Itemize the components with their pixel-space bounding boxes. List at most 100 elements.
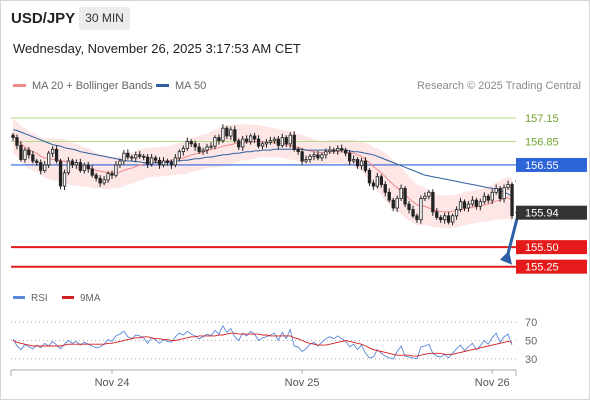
last-price-tag <box>516 205 587 220</box>
candle <box>122 150 126 165</box>
candle <box>114 161 118 178</box>
candle <box>51 146 55 158</box>
candle <box>244 135 249 144</box>
candle <box>264 139 269 148</box>
x-tick-label: Nov 24 <box>95 377 130 389</box>
candle <box>193 140 197 151</box>
symbol-title: USD/JPY <box>11 10 76 27</box>
candle <box>288 132 292 148</box>
legend-item-ma20: MA 20 + Bollinger Bands <box>13 80 153 92</box>
candle <box>411 205 415 219</box>
candle <box>276 136 281 150</box>
rsi-tick-70: 70 <box>525 317 537 329</box>
candle <box>419 195 423 224</box>
candle <box>486 193 490 204</box>
candle <box>189 139 193 147</box>
candle <box>145 154 150 169</box>
candle <box>58 158 63 190</box>
candle <box>442 212 447 224</box>
candle <box>118 158 122 169</box>
candle <box>62 169 67 190</box>
candle <box>248 133 253 145</box>
candle <box>90 164 94 178</box>
candle <box>379 174 384 188</box>
candle <box>284 135 288 147</box>
candle <box>470 196 475 207</box>
level-label-156.85: 156.85 <box>525 136 559 148</box>
candle <box>494 184 498 195</box>
rsi-tick-30: 30 <box>525 354 537 366</box>
legend-label-ma9: 9MA <box>80 293 101 304</box>
candle <box>78 158 82 173</box>
candle <box>296 146 300 155</box>
candle <box>130 154 134 162</box>
candle <box>371 179 376 190</box>
candle <box>502 184 506 203</box>
forecast-arrow <box>505 213 520 260</box>
candle <box>233 125 237 144</box>
candle <box>74 159 78 169</box>
candle <box>19 141 23 162</box>
candle <box>205 143 209 154</box>
candle <box>328 146 332 154</box>
candle <box>506 180 510 190</box>
candle <box>86 161 90 173</box>
candle <box>387 188 391 203</box>
candle <box>98 175 102 187</box>
rsi-legend-swatch <box>13 295 25 299</box>
chart-datetime: Wednesday, November 26, 2025 3:17:53 AM … <box>13 41 301 56</box>
candle <box>466 200 471 212</box>
bollinger-bands <box>13 118 512 229</box>
candle <box>153 155 158 164</box>
candle <box>312 151 316 161</box>
candle <box>161 157 166 168</box>
candle <box>391 197 395 212</box>
candle <box>395 195 399 212</box>
candle <box>256 135 261 149</box>
candle <box>134 151 138 162</box>
candle <box>197 143 201 154</box>
candle <box>336 145 340 155</box>
candle <box>363 157 368 173</box>
rsi-tick-50: 50 <box>525 336 537 348</box>
candle <box>383 181 387 197</box>
candle <box>102 175 106 186</box>
x-tick-label: Nov 26 <box>475 377 510 389</box>
candle <box>490 189 494 205</box>
candle <box>209 142 213 150</box>
last-price-label: 155.94 <box>525 208 559 220</box>
rsi-ma9-line <box>12 332 513 357</box>
candle <box>478 198 483 211</box>
candle <box>292 131 296 152</box>
candle <box>300 148 304 165</box>
candle <box>173 154 178 168</box>
candle <box>39 159 43 175</box>
legend-item-ma50: MA 50 <box>156 80 206 92</box>
candle <box>280 133 285 148</box>
candle <box>110 170 114 180</box>
candle <box>268 136 273 145</box>
candle <box>482 192 487 205</box>
level-tag-156.55 <box>516 157 587 172</box>
candle <box>221 124 225 144</box>
candle <box>407 200 411 214</box>
legend-label-ma50: MA 50 <box>175 80 207 92</box>
candle <box>177 149 182 162</box>
candle <box>241 136 245 151</box>
candle <box>181 145 186 156</box>
candle <box>474 197 479 210</box>
candle <box>324 148 328 159</box>
candle <box>142 154 146 161</box>
rsi-line <box>12 324 513 360</box>
level-label-155.50: 155.50 <box>525 242 559 254</box>
candle <box>427 190 431 200</box>
candle <box>498 186 502 202</box>
timeframe-button[interactable]: 30 MIN <box>79 7 130 30</box>
candle <box>304 155 308 164</box>
candle <box>347 150 352 165</box>
candle <box>201 147 205 155</box>
candle <box>252 132 257 144</box>
candle <box>435 208 439 220</box>
candle <box>367 168 372 187</box>
candle <box>332 147 336 154</box>
